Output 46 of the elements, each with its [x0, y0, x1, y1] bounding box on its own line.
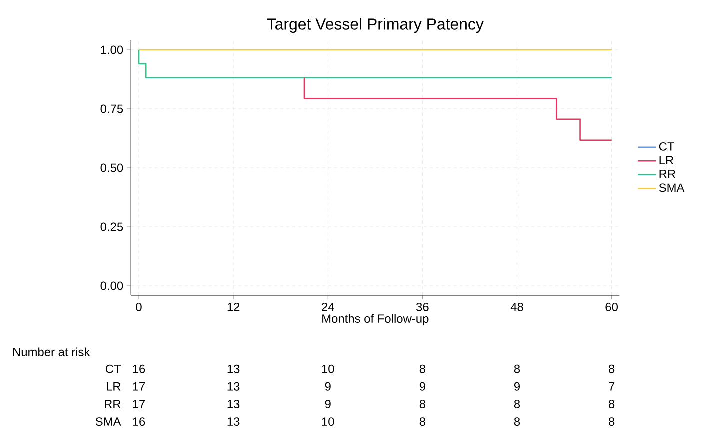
y-tick-label: 1.00: [101, 46, 124, 54]
x-tick-label: 0: [136, 302, 142, 312]
text: 13: [228, 364, 240, 374]
legend-label: LR: [660, 156, 674, 165]
x-tick-label: 60: [606, 302, 618, 312]
text: 8: [608, 364, 615, 374]
y-tick-label: 0.00: [100, 282, 124, 290]
x-tick-label: 48: [510, 302, 524, 312]
text: 13: [228, 382, 240, 391]
y-tick-label: 0.50: [100, 164, 124, 172]
y-tick-label: 0.25: [100, 222, 124, 232]
text: CT: [106, 364, 122, 374]
legend-label: CT: [659, 142, 674, 151]
text: 8: [420, 364, 426, 374]
text: Number at risk: [13, 348, 90, 356]
text: 9: [325, 400, 331, 408]
text: 13: [228, 400, 240, 408]
legend-label: SMA: [659, 184, 685, 192]
text: 8: [608, 418, 615, 426]
text: 9: [325, 382, 331, 391]
text: 13: [228, 418, 240, 426]
text: 10: [322, 364, 334, 374]
text: 17: [133, 382, 146, 391]
x-tick-label: 36: [416, 302, 429, 312]
x-tick-label: 12: [228, 302, 240, 312]
text: 9: [514, 382, 520, 391]
text: 10: [322, 418, 334, 426]
text: 9: [420, 382, 426, 391]
text: 8: [420, 400, 426, 408]
chart-title: Target Vessel Primary Patency: [267, 18, 484, 34]
text: 8: [514, 418, 520, 426]
text: 8: [514, 400, 520, 408]
text: SMA: [96, 418, 122, 426]
x-tick-label: 24: [322, 302, 334, 312]
legend-label: RR: [660, 170, 676, 178]
text: 17: [133, 400, 146, 408]
text: 8: [514, 364, 520, 374]
y-tick-label: 0.75: [100, 104, 124, 114]
text: 7: [609, 382, 615, 391]
text: RR: [105, 400, 121, 408]
text: 8: [420, 418, 426, 426]
text: 16: [133, 364, 146, 374]
x-axis-title: Months of Follow-up: [322, 314, 429, 326]
text: LR: [106, 382, 121, 391]
text: 16: [133, 418, 146, 426]
text: 8: [608, 400, 615, 408]
